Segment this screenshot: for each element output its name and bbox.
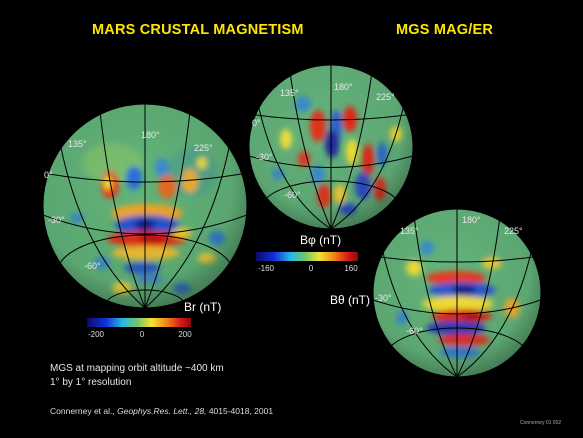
bphi-colorbar-zero: 0 <box>308 264 314 273</box>
btheta-lon-180-label: 180° <box>462 215 481 225</box>
citation-journal: Geophys.Res. Lett., <box>117 406 193 416</box>
bphi-colorbar-min: -160 <box>257 264 275 273</box>
br-sphere <box>42 103 248 309</box>
citation-volume: 28, <box>194 406 207 416</box>
citation-authors: Connerney et al., <box>50 406 115 416</box>
br-lat-0-label: 0° <box>44 170 53 180</box>
bphi-lat-60-label: -60° <box>284 190 301 200</box>
br-lon-180-label: 180° <box>141 130 160 140</box>
bphi-component-label: Bφ (nT) <box>300 233 342 247</box>
btheta-lon-225-label: 225° <box>504 226 523 236</box>
bphi-lat-30-label: -30° <box>256 152 273 162</box>
btheta-lat-60-label: -60° <box>406 326 423 336</box>
citation: Connerney et al., Geophys.Res. Lett., 28… <box>50 406 273 416</box>
bphi-colorbar-max: 160 <box>344 264 358 273</box>
btheta-lat-30-label: -30° <box>375 293 392 303</box>
figure-title: MARS CRUSTAL MAGNETISM <box>92 22 304 38</box>
br-colorbar <box>87 318 191 327</box>
br-colorbar-max: 200 <box>178 330 192 339</box>
bphi-lon-135-label: 135° <box>280 88 299 98</box>
btheta-component-label: Bθ (nT) <box>330 293 371 307</box>
citation-pages: 4015-4018, 2001 <box>208 406 274 416</box>
btheta-sphere <box>372 208 542 378</box>
br-lon-225-label: 225° <box>194 143 213 153</box>
bphi-lat-0-label: 0° <box>252 118 261 128</box>
bphi-sphere <box>248 64 414 230</box>
br-component-label: Br (nT) <box>184 300 222 314</box>
image-stamp: Connerney 01 002 <box>520 420 562 426</box>
br-lon-135-label: 135° <box>68 139 87 149</box>
instrument-title: MGS MAG/ER <box>396 22 494 38</box>
btheta-lon-135-label: 135° <box>400 226 419 236</box>
br-colorbar-min: -200 <box>87 330 105 339</box>
resolution-note: 1° by 1° resolution <box>50 377 132 388</box>
bphi-lon-225-label: 225° <box>376 92 395 102</box>
orbit-altitude-note: MGS at mapping orbit altitude ~400 km <box>50 363 224 374</box>
br-lat-60-label: -60° <box>84 261 101 271</box>
bphi-colorbar <box>256 252 358 261</box>
bphi-lon-180-label: 180° <box>334 82 353 92</box>
br-lat-30-label: -30° <box>48 215 65 225</box>
br-colorbar-zero: 0 <box>139 330 145 339</box>
